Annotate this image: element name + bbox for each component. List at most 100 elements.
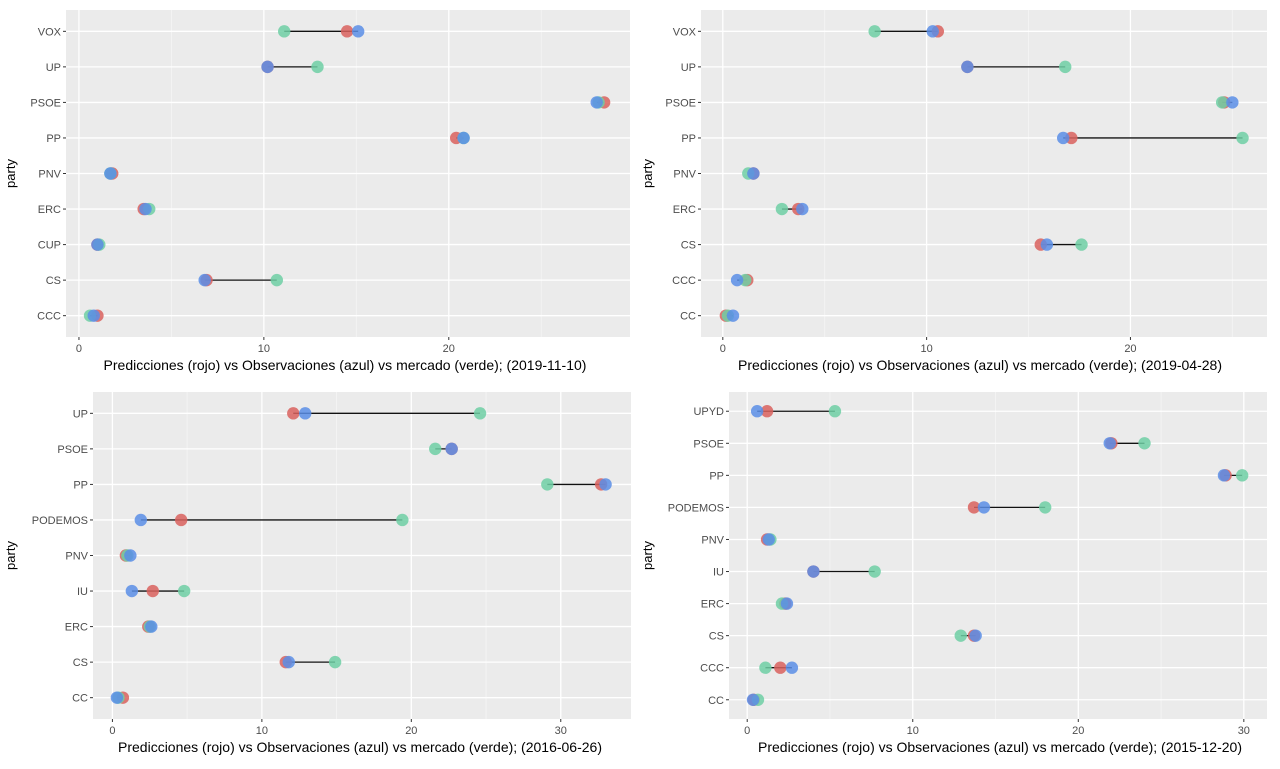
data-point: [282, 655, 295, 669]
data-point: [926, 25, 939, 38]
data-point: [599, 478, 612, 491]
data-point: [1215, 96, 1229, 109]
y-tick-label: PSOE: [665, 97, 696, 109]
panel-2: 0 10 20VOXUPPSOEPPPNVERCCSCCCCCPrediccione…: [640, 10, 1267, 373]
y-tick-label: PP: [46, 133, 61, 145]
data-point: [1056, 131, 1070, 145]
y-tick-label: PSOE: [30, 97, 61, 109]
plot-background: [729, 392, 1267, 719]
y-tick-label: ERC: [701, 599, 724, 611]
y-tick-label: CC: [680, 311, 696, 323]
x-tick-label: 10: [907, 725, 919, 737]
y-tick-label: VOX: [38, 26, 62, 38]
data-point: [1235, 469, 1249, 482]
x-axis-label: Predicciones (rojo) vs Observaciones (az…: [758, 739, 1242, 755]
data-point: [445, 442, 458, 456]
data-point: [125, 584, 139, 598]
data-point: [954, 629, 967, 642]
data-point: [351, 25, 365, 38]
x-tick-label: 30: [555, 725, 567, 737]
y-tick-label: PSOE: [57, 444, 88, 456]
x-tick-label: 0: [109, 725, 115, 737]
panel-1: 0 10 20 VOX UP PSOE PP PNV ERC CUP CS CCC Prediccion…: [3, 10, 630, 373]
x-tick-label: 10: [258, 343, 270, 355]
data-point: [429, 442, 442, 456]
y-axis-label: party: [640, 159, 655, 188]
y-tick-label: CS: [681, 240, 696, 252]
y-tick-label: PNV: [701, 534, 724, 546]
data-point: [726, 309, 740, 322]
data-point: [91, 238, 104, 251]
y-tick-label: PNV: [65, 551, 88, 563]
data-point: [785, 661, 799, 674]
data-point: [807, 565, 820, 578]
y-tick-label: IU: [713, 567, 724, 579]
data-point: [775, 202, 789, 216]
x-tick-label: 20: [1124, 343, 1136, 355]
y-tick-label: CS: [709, 631, 724, 643]
y-tick-label: UP: [46, 62, 61, 74]
data-point: [780, 597, 794, 610]
x-axis-label: Predicciones (rojo) vs Observaciones (az…: [118, 739, 602, 755]
data-point: [146, 584, 159, 598]
y-tick-label: CC: [708, 695, 724, 707]
y-tick-label: PP: [73, 479, 88, 491]
data-point: [1226, 96, 1239, 109]
y-tick-label: ERC: [673, 204, 696, 216]
y-tick-label: IU: [77, 586, 88, 598]
y-tick-label: CUP: [38, 240, 61, 252]
x-tick-label: 20: [1072, 725, 1084, 737]
data-point: [1217, 469, 1231, 482]
data-point: [174, 513, 188, 527]
data-point: [287, 407, 300, 420]
data-point: [760, 405, 774, 418]
data-point: [796, 202, 809, 216]
data-point: [145, 620, 158, 633]
data-point: [134, 513, 148, 527]
data-point: [87, 309, 100, 322]
x-axis-label: Predicciones (rojo) vs Observaciones (az…: [738, 357, 1222, 373]
y-tick-label: CCC: [672, 275, 696, 287]
data-point: [177, 584, 191, 598]
y-tick-label: CCC: [700, 663, 724, 675]
y-tick-label: UP: [681, 62, 696, 74]
data-point: [746, 693, 760, 706]
data-point: [590, 96, 603, 109]
data-point: [198, 273, 211, 287]
data-point: [311, 60, 324, 74]
data-point: [828, 405, 842, 418]
data-point: [1059, 60, 1072, 74]
y-tick-label: VOX: [673, 26, 697, 38]
data-point: [774, 661, 787, 674]
data-point: [759, 661, 772, 674]
data-point: [261, 60, 274, 74]
y-tick-label: PNV: [673, 169, 696, 181]
data-point: [299, 407, 312, 420]
y-tick-label: CS: [46, 275, 61, 287]
data-point: [139, 202, 152, 216]
data-point: [340, 25, 354, 38]
data-point: [730, 273, 744, 287]
y-tick-label: PP: [681, 133, 696, 145]
data-point: [1103, 437, 1116, 450]
data-point: [747, 167, 760, 180]
data-point: [967, 501, 981, 514]
y-tick-label: PP: [709, 470, 724, 482]
x-tick-label: 20: [443, 343, 455, 355]
data-point: [1040, 238, 1054, 251]
data-point: [1138, 437, 1151, 450]
y-tick-label: PNV: [38, 169, 61, 181]
y-tick-label: ERC: [38, 204, 61, 216]
y-tick-label: CC: [72, 693, 88, 705]
data-point: [1038, 501, 1052, 514]
data-point: [977, 501, 991, 514]
x-tick-label: 30: [1238, 725, 1250, 737]
panel-3: 0 10 20 30 UP PSOE PP PODEMOS PNV IU ERC CS CC Predic…: [3, 392, 631, 755]
y-axis-label: party: [3, 159, 18, 188]
data-point: [1075, 238, 1088, 251]
data-point: [868, 565, 881, 578]
data-point: [278, 25, 291, 38]
data-point: [541, 478, 554, 491]
x-tick-label: 0: [720, 343, 726, 355]
